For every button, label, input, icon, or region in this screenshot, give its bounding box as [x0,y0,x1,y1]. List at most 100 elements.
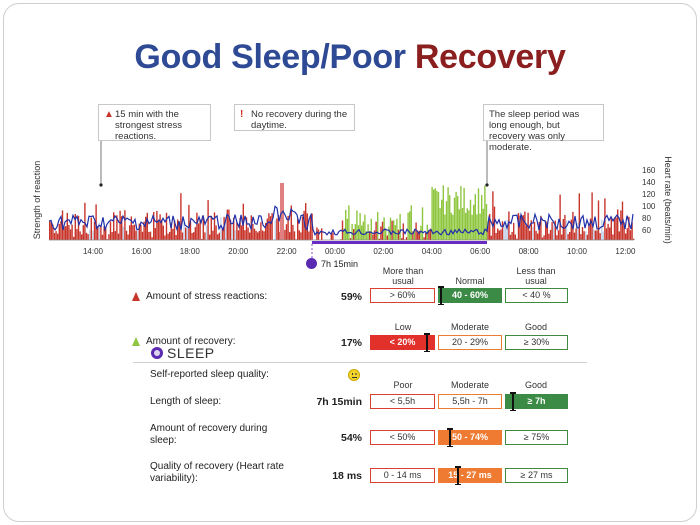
reaction-bar [553,224,555,240]
reaction-bar [613,218,616,240]
reaction-bar [129,225,131,240]
reaction-bar [194,227,196,240]
reaction-bar [468,210,470,240]
reaction-bar [228,209,230,240]
reaction-bar [148,232,150,240]
reaction-bar [436,190,438,240]
reaction-bar [570,219,572,240]
callout-stress-text: 15 min with the strongest stress reactio… [115,109,183,142]
reaction-bar [50,222,52,240]
reaction-bar [153,212,155,240]
reaction-bar [354,224,356,240]
reaction-bar [581,227,584,240]
quality-box-moderate: 15 - 27 ms [438,468,502,483]
reaction-bar [601,219,603,240]
reaction-bar [500,229,502,240]
reaction-bar [57,233,59,240]
reaction-bar [183,222,185,240]
reaction-bar [68,225,70,240]
reaction-bar [178,224,180,240]
reaction-bar [151,237,153,240]
reaction-bar [98,222,100,240]
reaction-bar [186,228,188,240]
reaction-bar [132,225,134,240]
reaction-bar [316,227,318,240]
reaction-bar [81,234,83,240]
reaction-bar [625,233,627,240]
reaction-bar [482,208,484,240]
neutral-face-icon [348,369,360,381]
reaction-bar [399,214,401,240]
reaction-bar [172,228,174,240]
reaction-bar [209,234,211,240]
reaction-bar [628,216,630,240]
reaction-bar [477,188,480,240]
sleep-logo-text: SLEEP [167,345,215,361]
reaction-bar [133,224,136,240]
reaction-bar [55,231,57,240]
reaction-bar [506,219,508,240]
reaction-bar [407,212,409,240]
reaction-bar [532,226,534,240]
reaction-bar [444,214,446,240]
reaction-bar [545,221,547,240]
reaction-bar [351,223,353,240]
reaction-bar [97,226,99,240]
reaction-bar [138,223,140,240]
reaction-bar [538,222,540,240]
reaction-bar [114,231,116,240]
reaction-bar [605,228,608,240]
reaction-bar [586,234,588,240]
reaction-bar [425,233,427,240]
sleep-quality-label: Self-reported sleep quality: [150,369,269,380]
recovery-header-good: Good [524,322,548,332]
stress-marker [438,286,444,305]
reaction-bar [199,219,201,240]
reaction-bar [485,204,488,240]
reaction-bar [239,218,241,240]
reaction-bar [388,226,390,240]
reaction-bar [175,235,177,240]
reaction-bar [631,222,633,240]
reaction-bar [442,185,444,240]
reaction-bar [317,229,320,240]
reaction-bar [557,230,560,240]
reaction-bar [393,220,395,240]
reaction-bar [594,230,596,240]
reaction-bar [489,213,491,240]
reaction-bar [173,220,176,240]
reaction-bar [287,215,289,240]
reaction-bar [412,231,414,240]
reaction-bar [204,232,206,240]
reaction-bar [300,232,302,240]
reaction-bar [490,235,492,240]
time-tick-label: 20:00 [228,247,249,256]
reaction-bar [119,210,121,240]
reaction-bar [357,225,360,240]
reaction-bar [157,221,160,240]
reaction-bar [369,231,371,240]
reaction-bar [521,215,523,240]
reaction-bar [285,224,288,240]
reaction-bar [469,199,472,240]
reaction-bar [441,199,443,240]
recovery-marker [424,333,430,352]
quality-value: 18 ms [332,470,362,482]
reaction-bar [501,221,504,240]
reaction-bar [417,232,419,240]
recovery-sleep-marker [447,428,453,447]
reaction-bar [612,234,614,240]
reaction-bar [415,222,417,240]
reaction-bar [127,234,129,240]
y-left-axis-label: Strength of reaction [32,161,42,240]
reaction-bar [421,207,424,240]
reaction-bar [565,220,568,240]
reaction-bar [597,200,600,240]
reaction-bar [629,230,632,240]
stress-label: Amount of stress reactions: [146,291,268,302]
reaction-bar [541,237,544,240]
reaction-bar [556,235,558,240]
reaction-bar [567,234,569,240]
heart-rate-tick-label: 140 [642,178,656,187]
reaction-bar [162,225,164,240]
